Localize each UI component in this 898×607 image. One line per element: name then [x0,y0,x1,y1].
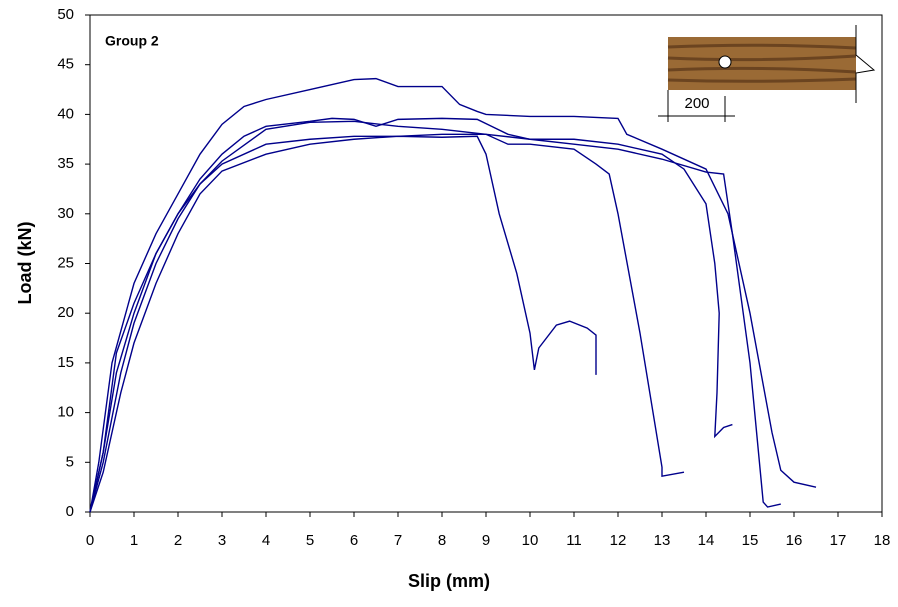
line-series [89,135,597,513]
inset-notch [855,37,876,90]
x-tick-label: 3 [218,532,226,549]
y-tick-label: 35 [57,155,74,172]
x-tick-label: 8 [438,532,446,549]
x-tick-label: 15 [742,532,759,549]
x-tick-label: 16 [786,532,803,549]
inset: 200 [658,25,876,122]
annotation: Group 2 [105,33,159,49]
x-tick-label: 4 [262,532,270,549]
x-tick-label: 12 [610,532,627,549]
y-tick-label: 45 [57,56,74,73]
line-series [89,133,685,513]
x-tick-label: 10 [522,532,539,549]
x-tick-label: 0 [86,532,94,549]
x-tick-label: 17 [830,532,847,549]
inset-grain [667,43,857,83]
x-tick-label: 13 [654,532,671,549]
y-tick-label: 0 [66,503,74,520]
x-tick-label: 9 [482,532,490,549]
line-series [89,120,781,513]
x-tick-label: 14 [698,532,715,549]
x-tick-label: 2 [174,532,182,549]
y-axis-title: Load (kN) [15,221,35,304]
inset-label: 200 [684,95,709,112]
y-tick-label: 50 [57,6,74,23]
y-tick-label: 30 [57,205,74,222]
x-tick-label: 11 [566,532,582,549]
x-tick-label: 5 [306,532,314,549]
x-tick-label: 7 [394,532,402,549]
y-tick-label: 25 [57,254,74,271]
x-axis-title: Slip (mm) [408,571,490,591]
y-tick-label: 20 [57,304,74,321]
inset-hole [718,55,732,69]
y-tick-label: 40 [57,105,74,122]
y-tick-label: 5 [66,453,74,470]
x-tick-label: 1 [130,532,138,549]
y-tick-label: 10 [57,404,74,421]
y-tick-label: 15 [57,354,74,371]
x-tick-label: 6 [350,532,358,549]
line-series [89,77,817,513]
x-tick-label: 18 [874,532,891,549]
